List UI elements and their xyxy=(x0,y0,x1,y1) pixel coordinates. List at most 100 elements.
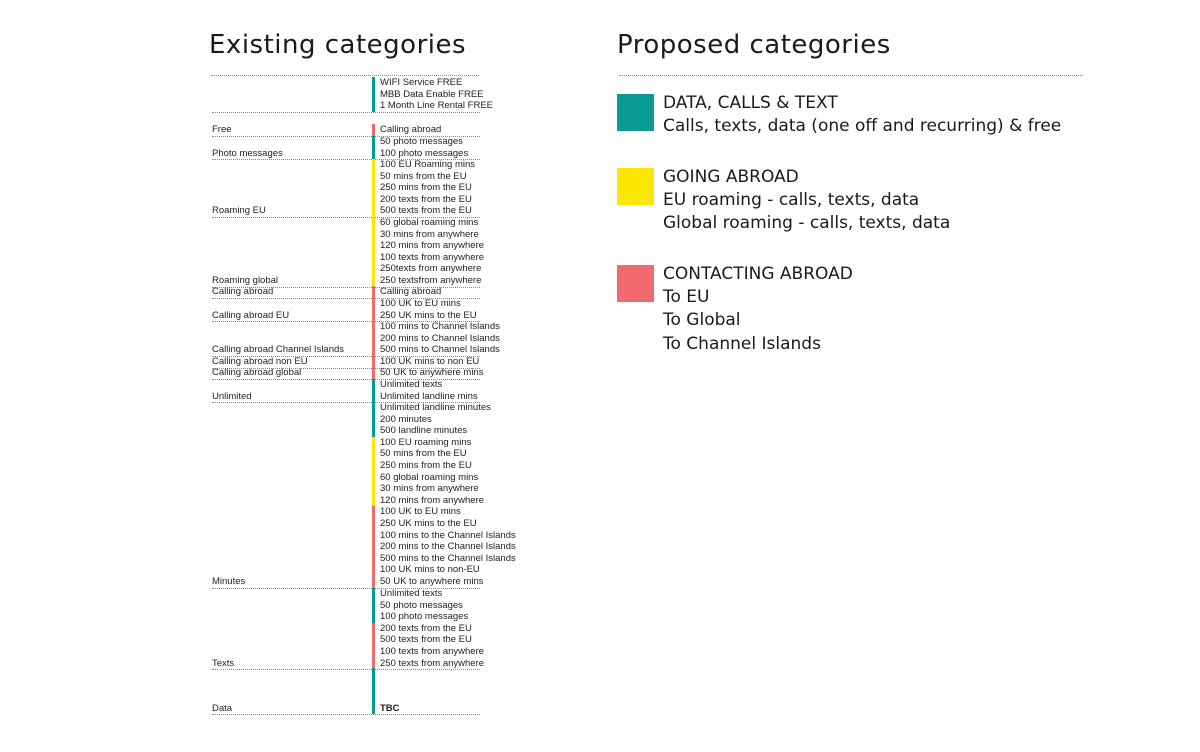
category-items: Calling abroad xyxy=(372,124,441,136)
category-label: Free xyxy=(212,124,232,135)
item-label: Unlimited landline mins xyxy=(380,390,478,402)
category-label: Calling abroad non EU xyxy=(212,356,308,367)
row-divider xyxy=(212,135,480,137)
category-label: Texts xyxy=(212,657,235,669)
item-label: 120 mins from anywhere xyxy=(380,494,485,506)
category-group: Free Calling abroad xyxy=(212,124,480,137)
item-label: 60 global roaming mins xyxy=(380,471,479,483)
category-items: 100 UK to EU mins 250 UK mins to the EU xyxy=(372,298,477,322)
category-group: Minutes Unlimited landline minutes 200 min… xyxy=(212,402,516,589)
item-label: Calling abroad xyxy=(380,124,442,135)
item-label: 50 mins from the EU xyxy=(380,448,467,460)
item-label: 120 mins from anywhere xyxy=(380,240,485,252)
category-items: Calling abroad xyxy=(372,286,441,298)
existing-categories-title: Existing categories xyxy=(209,30,467,60)
category-group: Calling abroad EU 100 UK to EU mins 250 UK… xyxy=(212,298,480,323)
category-label: Roaming global xyxy=(212,275,279,286)
category-items: 100 mins to Channel Islands 200 mins to C… xyxy=(372,321,500,356)
category-group: WIFI Service FREE MBB Data Enable FREE 1 M… xyxy=(212,77,493,113)
row-divider xyxy=(212,286,480,288)
item-label: 500 texts from the EU xyxy=(380,634,472,646)
item-label: 100 texts from anywhere xyxy=(380,251,485,263)
item-label: TBC xyxy=(380,702,400,714)
color-segment: 100 UK to EU mins 250 UK mins to the EU 10… xyxy=(372,506,516,588)
item-label: 250 texts from anywhere xyxy=(380,657,485,669)
item-label: 100 texts from anywhere xyxy=(380,645,485,657)
category-label: Calling abroad Channel Islands xyxy=(212,344,345,356)
row-divider xyxy=(212,321,480,323)
item-label: 60 global roaming mins xyxy=(380,217,479,228)
item-label: 200 mins to the Channel Islands xyxy=(380,541,516,553)
proposed-category-line: Global roaming - calls, texts, data xyxy=(663,213,951,234)
category-items: Unlimited texts 50 photo messages 100 phot… xyxy=(372,588,485,670)
item-label: 30 mins from anywhere xyxy=(380,483,479,495)
item-label: 500 texts from the EU xyxy=(380,205,472,217)
row-divider xyxy=(212,402,480,404)
category-group: Texts Unlimited texts 50 photo messages 100… xyxy=(212,588,484,671)
item-label: 50 photo messages xyxy=(380,599,463,611)
category-items: Unlimited landline minutes 200 minutes 500… xyxy=(372,402,516,588)
color-swatch xyxy=(617,168,654,205)
item-label: 100 mins to Channel Islands xyxy=(380,321,500,332)
category-group: Photo messages 50 photo messages 100 photo… xyxy=(212,136,480,161)
item-label: 100 EU Roaming mins xyxy=(380,159,476,170)
item-label: 30 mins from anywhere xyxy=(380,228,479,240)
proposed-category-line: To EU xyxy=(663,287,710,308)
category-group: Calling abroad Channel Islands 100 mins t… xyxy=(212,321,500,357)
color-segment: Unlimited landline minutes 200 minutes 500… xyxy=(372,402,516,437)
color-segment: Unlimited texts 50 photo messages 100 phot… xyxy=(372,588,484,623)
item-label: 200 texts from the EU xyxy=(380,193,472,205)
proposed-category-text: DATA, CALLS & TEXT Calls, texts, data (on… xyxy=(663,92,1163,138)
color-swatch xyxy=(617,94,654,131)
item-label: 250 mins from the EU xyxy=(380,459,472,471)
item-label: Unlimited landline minutes xyxy=(380,402,491,413)
category-group: Calling abroad global 50 UK to anywhere m… xyxy=(212,367,484,380)
row-divider xyxy=(212,355,480,357)
item-label: Calling abroad xyxy=(380,286,442,297)
category-items: 50 photo messages 100 photo messages xyxy=(372,136,469,160)
item-label: 100 photo messages xyxy=(380,147,469,159)
category-items: 60 global roaming mins 30 mins from anywh… xyxy=(372,217,484,287)
existing-categories-table: WIFI Service FREE MBB Data Enable FREE 1 M… xyxy=(212,77,516,716)
row-divider xyxy=(212,217,480,218)
category-items: 50 UK to anywhere mins xyxy=(372,367,484,379)
proposed-category-text: GOING ABROAD EU roaming - calls, texts, d… xyxy=(663,166,1163,236)
proposed-category-line: To Global xyxy=(663,310,741,331)
category-group: Calling abroad non EU 100 UK mins to non … xyxy=(212,356,480,369)
item-label: 500 landline minutes xyxy=(380,425,468,437)
category-group: Roaming global 60 global roaming mins 30 m… xyxy=(212,217,484,288)
item-label: 200 mins to Channel Islands xyxy=(380,332,500,344)
row-divider xyxy=(212,297,480,299)
proposed-title-divider xyxy=(619,75,1083,76)
item-label: 100 EU roaming mins xyxy=(380,436,472,448)
item-label: 500 mins to the Channel Islands xyxy=(380,552,516,564)
item-label: 50 photo messages xyxy=(380,136,463,147)
proposed-category-title: DATA, CALLS & TEXT xyxy=(663,93,838,113)
category-group: Calling abroad Calling abroad xyxy=(212,286,480,299)
item-label: 100 UK mins to non-EU xyxy=(380,564,480,576)
item-label: 100 UK to EU mins xyxy=(380,506,461,518)
proposed-category-title: GOING ABROAD xyxy=(663,167,799,187)
item-label: 50 mins from the EU xyxy=(380,170,467,182)
category-label: Calling abroad EU xyxy=(212,309,290,321)
row-divider xyxy=(212,378,480,380)
item-label: Unlimited texts xyxy=(380,588,443,599)
category-group: Unlimited Unlimited texts Unlimited landli… xyxy=(212,379,480,404)
color-swatch xyxy=(617,265,654,302)
item-label: WIFI Service FREE xyxy=(380,77,463,88)
item-label: MBB Data Enable FREE xyxy=(380,88,484,100)
item-label: Unlimited texts xyxy=(380,379,443,390)
category-label: Calling abroad global xyxy=(212,367,302,378)
category-label: Minutes xyxy=(212,576,246,587)
category-group: Roaming EU 100 EU Roaming mins 50 mins fro… xyxy=(212,159,480,218)
row-divider xyxy=(212,669,480,671)
item-label: 100 UK to EU mins xyxy=(380,298,461,309)
faint-footnote-mark: · xyxy=(193,718,195,724)
item-label: 500 mins to Channel Islands xyxy=(380,344,500,356)
proposed-category-line: To Channel Islands xyxy=(663,333,821,354)
category-items: 100 EU Roaming mins 50 mins from the EU 25… xyxy=(372,159,475,217)
item-label: 250texts from anywhere xyxy=(380,263,482,275)
category-label: Roaming EU xyxy=(212,205,266,217)
item-label: 100 photo messages xyxy=(380,611,469,623)
proposed-category-title: CONTACTING ABROAD xyxy=(663,264,853,284)
